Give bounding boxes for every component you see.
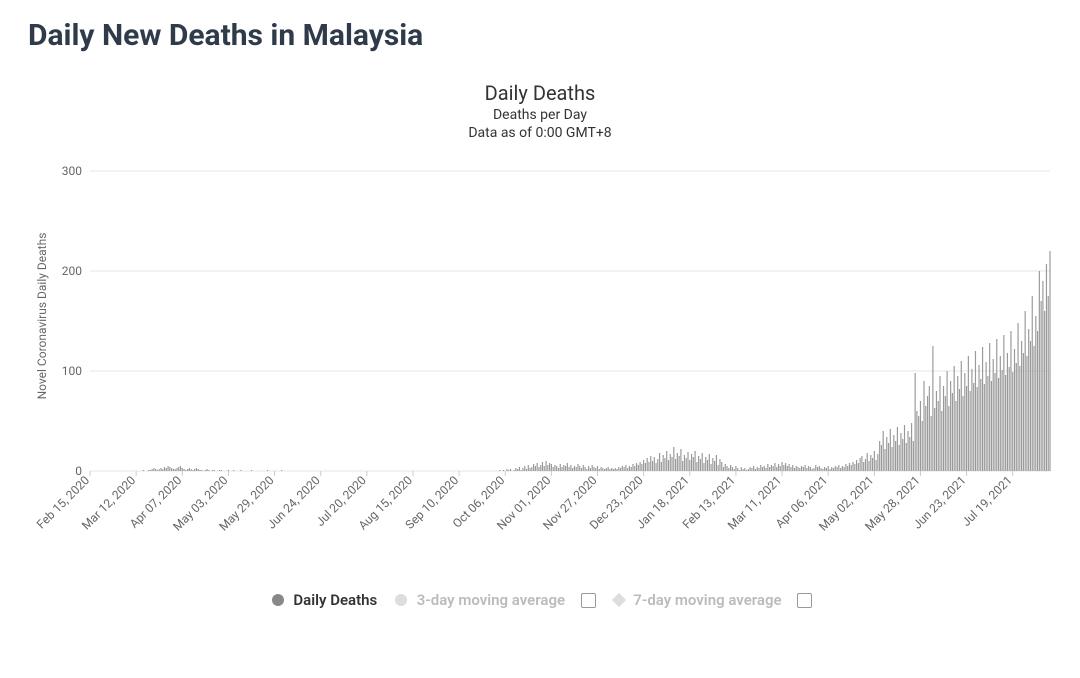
- legend-dot-primary[interactable]: [272, 594, 284, 606]
- legend-checkbox-ma7[interactable]: [797, 593, 812, 608]
- legend-label-ma3[interactable]: 3-day moving average: [417, 591, 565, 609]
- svg-text:200: 200: [62, 264, 82, 278]
- chart-area: 0100200300Novel Coronavirus Daily Deaths…: [28, 153, 1052, 583]
- chart-subtitle-2: Data as of 0:00 GMT+8: [28, 125, 1052, 141]
- chart-legend: Daily Deaths 3-day moving average 7-day …: [28, 591, 1052, 610]
- svg-text:100: 100: [62, 364, 82, 378]
- chart-subtitle-1: Deaths per Day: [28, 107, 1052, 123]
- legend-dot-ma7[interactable]: [611, 593, 625, 607]
- legend-label-ma7[interactable]: 7-day moving average: [633, 591, 781, 609]
- chart-svg: 0100200300Novel Coronavirus Daily Deaths…: [28, 153, 1052, 583]
- legend-label-primary[interactable]: Daily Deaths: [293, 591, 377, 609]
- svg-text:Jul 19, 2021: Jul 19, 2021: [959, 473, 1015, 529]
- svg-text:Novel Coronavirus Daily Deaths: Novel Coronavirus Daily Deaths: [35, 233, 49, 400]
- page-title: Daily New Deaths in Malaysia: [28, 18, 1052, 53]
- chart-title: Daily Deaths: [28, 81, 1052, 105]
- legend-dot-ma3[interactable]: [395, 594, 407, 606]
- legend-checkbox-ma3[interactable]: [581, 593, 596, 608]
- svg-text:300: 300: [62, 164, 82, 178]
